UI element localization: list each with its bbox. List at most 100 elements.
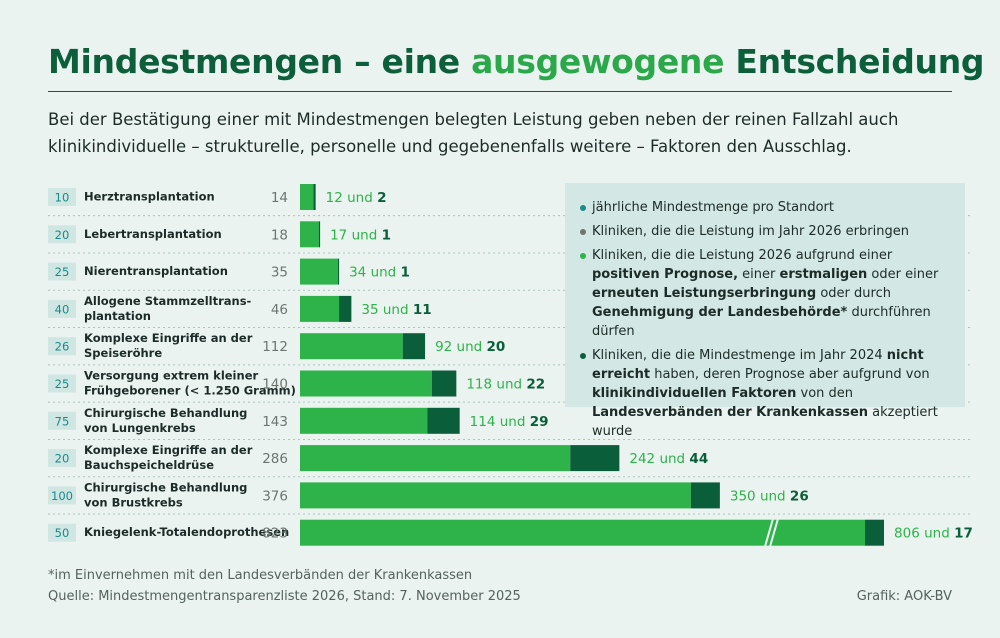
minimum-value: 26 (55, 340, 70, 354)
bar-segment (300, 258, 338, 285)
data-label: 114 und 29 (470, 414, 549, 430)
data-label-value: 2 (377, 190, 386, 206)
data-label-value: 34 (349, 265, 366, 281)
category-label: Versorgung extrem kleiner (84, 369, 258, 383)
data-label-value: 29 (530, 414, 549, 430)
data-label: 118 und 22 (466, 377, 545, 393)
total-value: 18 (271, 227, 288, 243)
data-label-joiner: und (457, 339, 483, 355)
data-label-value: 20 (487, 339, 506, 355)
minimum-value: 50 (55, 526, 70, 540)
bar-segment (427, 407, 460, 434)
source: Quelle: Mindestmengentransparenzliste 20… (48, 589, 521, 604)
minimum-box (48, 374, 76, 393)
data-label-value: 1 (401, 265, 410, 281)
subtitle: Bei der Bestätigung einer mit Mindestmen… (48, 110, 899, 156)
data-label-value: 22 (526, 377, 545, 393)
data-label-value: 114 (470, 414, 496, 430)
legend-dot (580, 229, 586, 235)
bar-segment (690, 482, 720, 509)
title-rule (48, 91, 952, 92)
bar-segment (300, 407, 428, 434)
category-label: Speiseröhre (84, 346, 162, 360)
data-label-value: 92 (435, 339, 452, 355)
bar-segment (300, 295, 340, 322)
category-label: von Lungenkrebs (84, 421, 196, 435)
data-label-value: 17 (954, 526, 973, 542)
data-label: 242 und 44 (629, 451, 708, 467)
bar-segment (300, 221, 319, 248)
data-label-value: 806 (894, 526, 920, 542)
bar-segment (300, 482, 691, 509)
legend-text: Kliniken, die die Leistung 2026 aufgrund… (592, 248, 893, 263)
bar-segment (318, 221, 321, 248)
data-label-value: 350 (730, 488, 756, 504)
data-label-joiner: und (500, 414, 526, 430)
bar-segment (339, 295, 352, 322)
total-value: 823 (262, 526, 288, 542)
category-label: Chirurgische Behandlung (84, 480, 247, 494)
legend-text: jährliche Mindestmenge pro Standort (592, 200, 834, 215)
category-label: Frühgeborener (< 1.250 Gramm) (84, 384, 296, 398)
category-label: Nierentransplantation (84, 264, 228, 278)
legend-text: einer (738, 267, 780, 282)
minimum-value: 20 (55, 452, 70, 466)
total-value: 14 (271, 190, 288, 206)
data-label-value: 118 (466, 377, 492, 393)
category-label: Komplexe Eingriffe an der (84, 331, 253, 345)
data-label-value: 12 (326, 190, 343, 206)
legend-text: Kliniken, die die Leistung im Jahr 2026 … (592, 224, 909, 239)
category-label: Chirurgische Behandlung (84, 406, 247, 420)
legend-text: Genehmigung der Landesbehörde* (592, 305, 848, 320)
bar-segment (300, 445, 571, 472)
total-value: 286 (262, 451, 288, 467)
category-label: Allogene Stammzelltrans- (84, 294, 252, 308)
minimum-value: 40 (55, 302, 70, 316)
minimum-value: 75 (55, 414, 70, 428)
title: Mindestmengen – eine ausgewogene Entsche… (48, 42, 985, 81)
legend-item: Kliniken, die die Mindestmenge im Jahr 2… (580, 346, 950, 441)
legend: jährliche Mindestmenge pro Standort Klini… (565, 183, 965, 439)
minimum-value: 100 (51, 489, 73, 503)
credit: Grafik: AOK-BV (856, 589, 952, 604)
total-value: 376 (262, 488, 288, 504)
minimum-box (48, 337, 76, 356)
data-label: 350 und 26 (730, 488, 809, 504)
bar-segment (300, 519, 866, 546)
minimum-value: 10 (55, 191, 70, 205)
minimum-box (48, 411, 76, 430)
legend-text: akzeptiert wurde (592, 405, 938, 439)
legend-dot (580, 353, 586, 359)
bar-segment (300, 333, 403, 360)
total-value: 143 (262, 414, 288, 430)
minimum-box (48, 486, 76, 505)
bar-segment (300, 184, 314, 210)
total-value: 35 (271, 265, 288, 281)
legend-text: haben, deren Prognose aber aufgrund von (650, 367, 930, 382)
title-part: ausgewogene (471, 42, 725, 81)
data-label-value: 44 (689, 451, 708, 467)
data-label-value: 17 (330, 227, 347, 243)
data-label-joiner: und (347, 190, 373, 206)
data-label-value: 1 (382, 227, 391, 243)
data-label-value: 11 (413, 302, 432, 318)
legend-text: positiven Prognose, (592, 267, 739, 282)
bar-segment (300, 370, 432, 397)
legend-item: Kliniken, die die Leistung 2026 aufgrund… (580, 246, 950, 341)
legend-text: erneuten Leistungserbringung (592, 286, 817, 301)
footnote: *im Einvernehmen mit den Landesverbänden… (48, 568, 473, 583)
axis-break (764, 518, 774, 547)
data-label-joiner: und (371, 265, 397, 281)
category-label: Komplexe Eingriffe an der (84, 443, 253, 457)
minimum-box (48, 523, 76, 542)
legend-text: klinikindividuellen Faktoren (592, 386, 797, 401)
data-label: 12 und 2 (326, 190, 387, 206)
data-label-joiner: und (924, 526, 950, 542)
legend-dot (580, 205, 586, 211)
axis-break (769, 518, 779, 547)
minimum-box (48, 299, 76, 318)
data-label-joiner: und (496, 377, 522, 393)
bar-segment (313, 184, 316, 210)
